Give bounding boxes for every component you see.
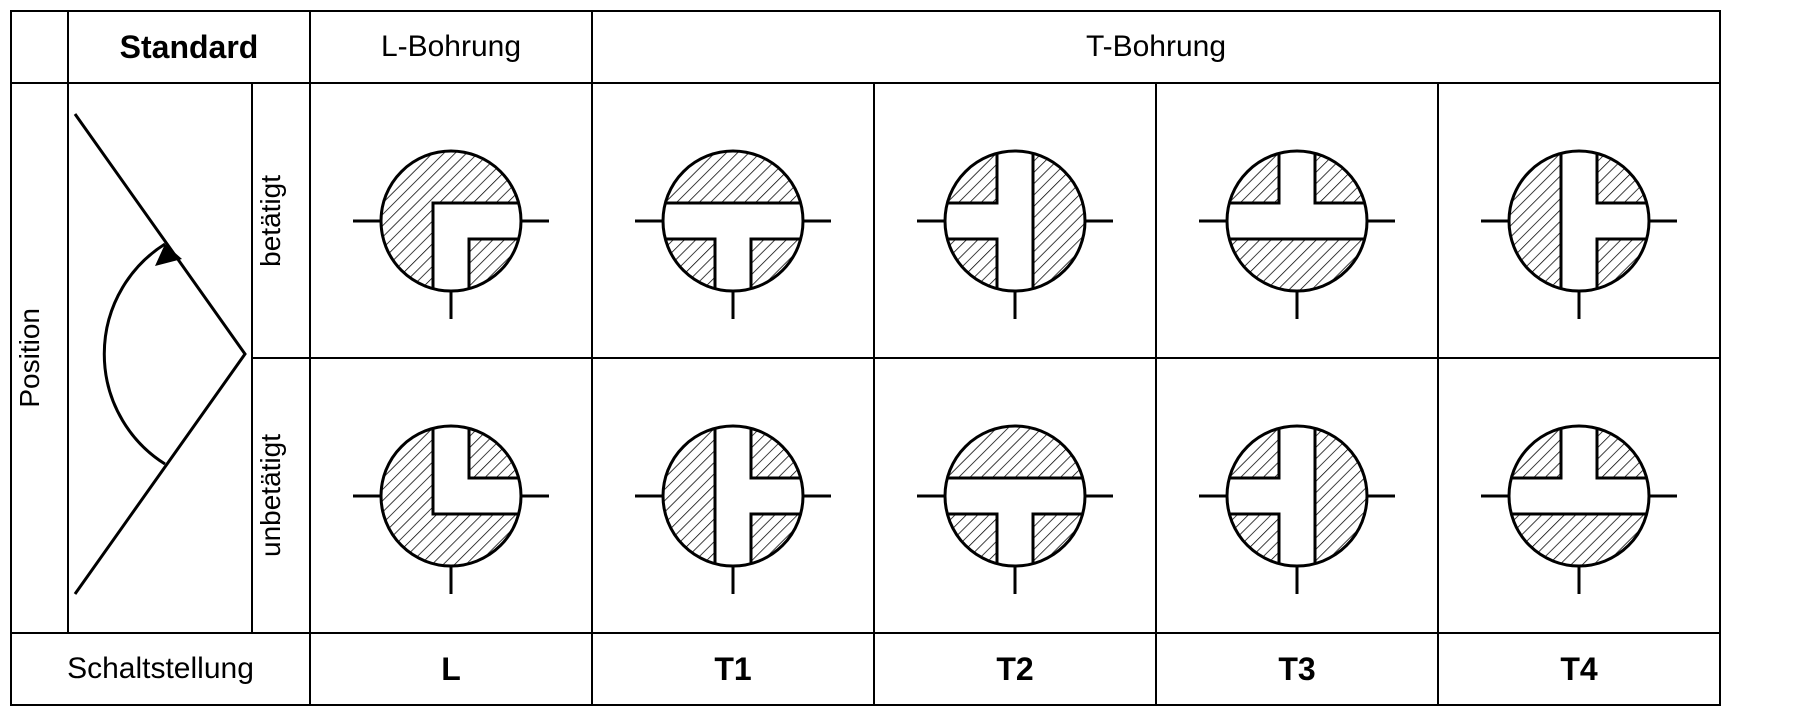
row-unbetaetigt: unbetätigt xyxy=(11,358,1720,633)
footer-T4: T4 xyxy=(1438,633,1720,705)
footer-T1: T1 xyxy=(592,633,874,705)
footer-T3: T3 xyxy=(1156,633,1438,705)
footer-label: Schaltstellung xyxy=(11,633,310,705)
header-blank-1 xyxy=(11,11,68,83)
sym-T1-unb xyxy=(592,358,874,633)
label-betaetigt: betätigt xyxy=(252,83,310,358)
sym-T2-unb xyxy=(874,358,1156,633)
footer-row: Schaltstellung L T1 T2 T3 T4 xyxy=(11,633,1720,705)
header-standard: Standard xyxy=(68,11,310,83)
header-l-bohrung: L-Bohrung xyxy=(310,11,592,83)
header-t-bohrung: T-Bohrung xyxy=(592,11,1720,83)
valve-position-table: Standard L-Bohrung T-Bohrung Position be… xyxy=(10,10,1721,706)
label-unbetaetigt: unbetätigt xyxy=(252,358,310,633)
header-row: Standard L-Bohrung T-Bohrung xyxy=(11,11,1720,83)
row-betaetigt: Position betätigt xyxy=(11,83,1720,358)
triangle-indicator xyxy=(68,83,252,633)
sym-L-bet xyxy=(310,83,592,358)
sym-T4-bet xyxy=(1438,83,1720,358)
footer-L: L xyxy=(310,633,592,705)
footer-T2: T2 xyxy=(874,633,1156,705)
sym-T2-bet xyxy=(874,83,1156,358)
sym-L-unb xyxy=(310,358,592,633)
sym-T3-unb xyxy=(1156,358,1438,633)
label-position: Position xyxy=(11,83,68,633)
sym-T1-bet xyxy=(592,83,874,358)
sym-T4-unb xyxy=(1438,358,1720,633)
sym-T3-bet xyxy=(1156,83,1438,358)
